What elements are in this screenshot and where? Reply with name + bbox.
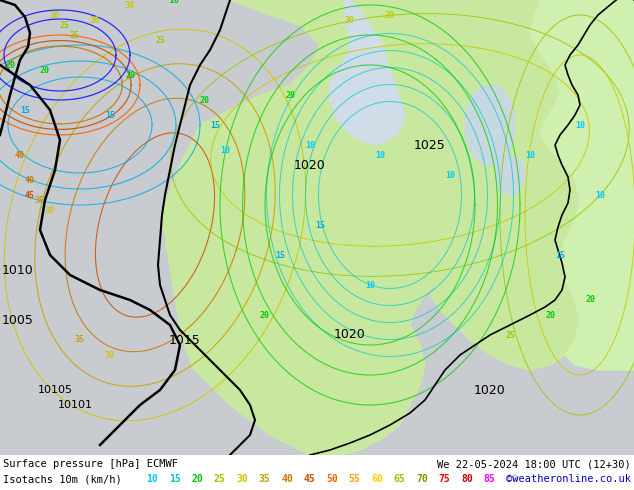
Text: 10: 10	[575, 121, 585, 129]
Text: 10: 10	[220, 146, 230, 154]
Text: 20: 20	[285, 91, 295, 99]
Text: 10101: 10101	[58, 400, 93, 410]
Text: 10: 10	[375, 150, 385, 160]
Text: 25: 25	[60, 21, 70, 29]
Ellipse shape	[495, 155, 525, 195]
Text: 1020: 1020	[334, 328, 366, 342]
Text: 35: 35	[75, 336, 85, 344]
Text: 10: 10	[445, 171, 455, 179]
Text: 1005: 1005	[2, 314, 34, 326]
Text: 15: 15	[105, 111, 115, 120]
Text: 15: 15	[555, 250, 565, 260]
Text: 80: 80	[461, 474, 473, 484]
Text: 30: 30	[45, 205, 55, 215]
Text: 10: 10	[595, 191, 605, 199]
Text: 15: 15	[169, 474, 181, 484]
Text: 45: 45	[25, 191, 35, 199]
Text: 20: 20	[170, 0, 180, 4]
Text: 1020: 1020	[474, 384, 506, 396]
Text: 35: 35	[35, 196, 45, 204]
Text: 30: 30	[345, 16, 355, 24]
Text: 15: 15	[315, 220, 325, 229]
Text: 20: 20	[545, 311, 555, 319]
Text: 35: 35	[259, 474, 270, 484]
Text: 75: 75	[439, 474, 450, 484]
Text: Isotachs 10m (km/h): Isotachs 10m (km/h)	[3, 474, 122, 484]
Text: 20: 20	[260, 311, 270, 319]
Text: 30: 30	[125, 0, 135, 9]
Text: 30: 30	[385, 10, 395, 20]
Text: 20: 20	[5, 60, 15, 70]
Text: 10: 10	[305, 141, 315, 149]
Text: 90: 90	[506, 474, 518, 484]
Polygon shape	[530, 0, 634, 370]
Text: 60: 60	[371, 474, 383, 484]
Polygon shape	[420, 0, 580, 370]
Polygon shape	[150, 0, 465, 455]
Text: 30: 30	[105, 350, 115, 360]
Text: 1020: 1020	[294, 158, 326, 172]
Text: 20: 20	[191, 474, 203, 484]
Text: 40: 40	[25, 175, 35, 185]
Text: 30: 30	[236, 474, 248, 484]
Text: 45: 45	[304, 474, 315, 484]
Text: 10: 10	[525, 150, 535, 160]
Text: 65: 65	[394, 474, 405, 484]
Text: 15: 15	[20, 105, 30, 115]
Text: 25: 25	[214, 474, 225, 484]
Text: We 22-05-2024 18:00 UTC (12+30): We 22-05-2024 18:00 UTC (12+30)	[437, 459, 631, 469]
Text: 10: 10	[146, 474, 158, 484]
Text: 25: 25	[505, 330, 515, 340]
Text: 70: 70	[416, 474, 428, 484]
Text: Surface pressure [hPa] ECMWF: Surface pressure [hPa] ECMWF	[3, 459, 178, 469]
Text: 85: 85	[484, 474, 495, 484]
Polygon shape	[0, 0, 230, 455]
Text: 20: 20	[125, 71, 135, 79]
Text: 1015: 1015	[169, 334, 201, 346]
Text: 50: 50	[326, 474, 338, 484]
Text: 10105: 10105	[37, 385, 72, 395]
Text: 1010: 1010	[2, 264, 34, 276]
Text: 25: 25	[155, 35, 165, 45]
Text: 40: 40	[15, 150, 25, 160]
Text: 15: 15	[275, 250, 285, 260]
Ellipse shape	[465, 85, 515, 165]
Text: 10: 10	[365, 280, 375, 290]
Text: ©weatheronline.co.uk: ©weatheronline.co.uk	[506, 474, 631, 484]
Text: 15: 15	[210, 121, 220, 129]
Polygon shape	[330, 0, 405, 145]
Text: 1025: 1025	[414, 139, 446, 151]
Text: 20: 20	[200, 96, 210, 104]
Text: 55: 55	[349, 474, 360, 484]
Text: 40: 40	[281, 474, 293, 484]
Text: 20: 20	[585, 295, 595, 304]
Text: 25: 25	[70, 30, 80, 40]
Text: 30: 30	[90, 16, 100, 24]
Text: 20: 20	[40, 66, 50, 74]
Text: 30: 30	[50, 10, 60, 20]
